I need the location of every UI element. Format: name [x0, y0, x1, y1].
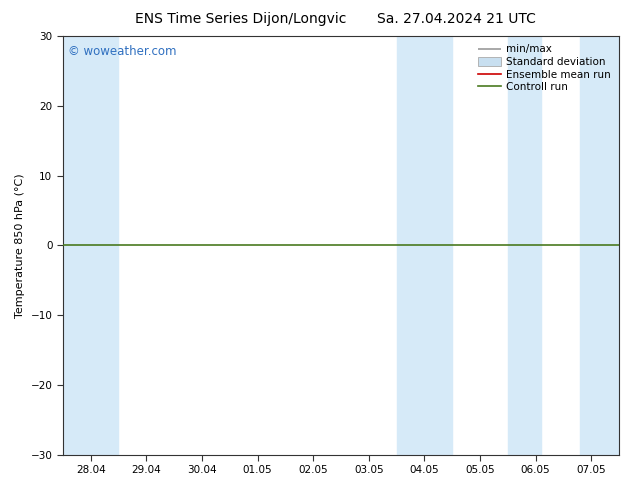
Bar: [63, 36, 119, 455]
Bar: [580, 36, 619, 455]
Bar: [396, 36, 452, 455]
Y-axis label: Temperature 850 hPa (°C): Temperature 850 hPa (°C): [15, 173, 25, 318]
Text: Sa. 27.04.2024 21 UTC: Sa. 27.04.2024 21 UTC: [377, 12, 536, 26]
Text: ENS Time Series Dijon/Longvic: ENS Time Series Dijon/Longvic: [135, 12, 347, 26]
Text: © woweather.com: © woweather.com: [68, 45, 177, 57]
Bar: [508, 36, 541, 455]
Legend: min/max, Standard deviation, Ensemble mean run, Controll run: min/max, Standard deviation, Ensemble me…: [475, 41, 614, 96]
